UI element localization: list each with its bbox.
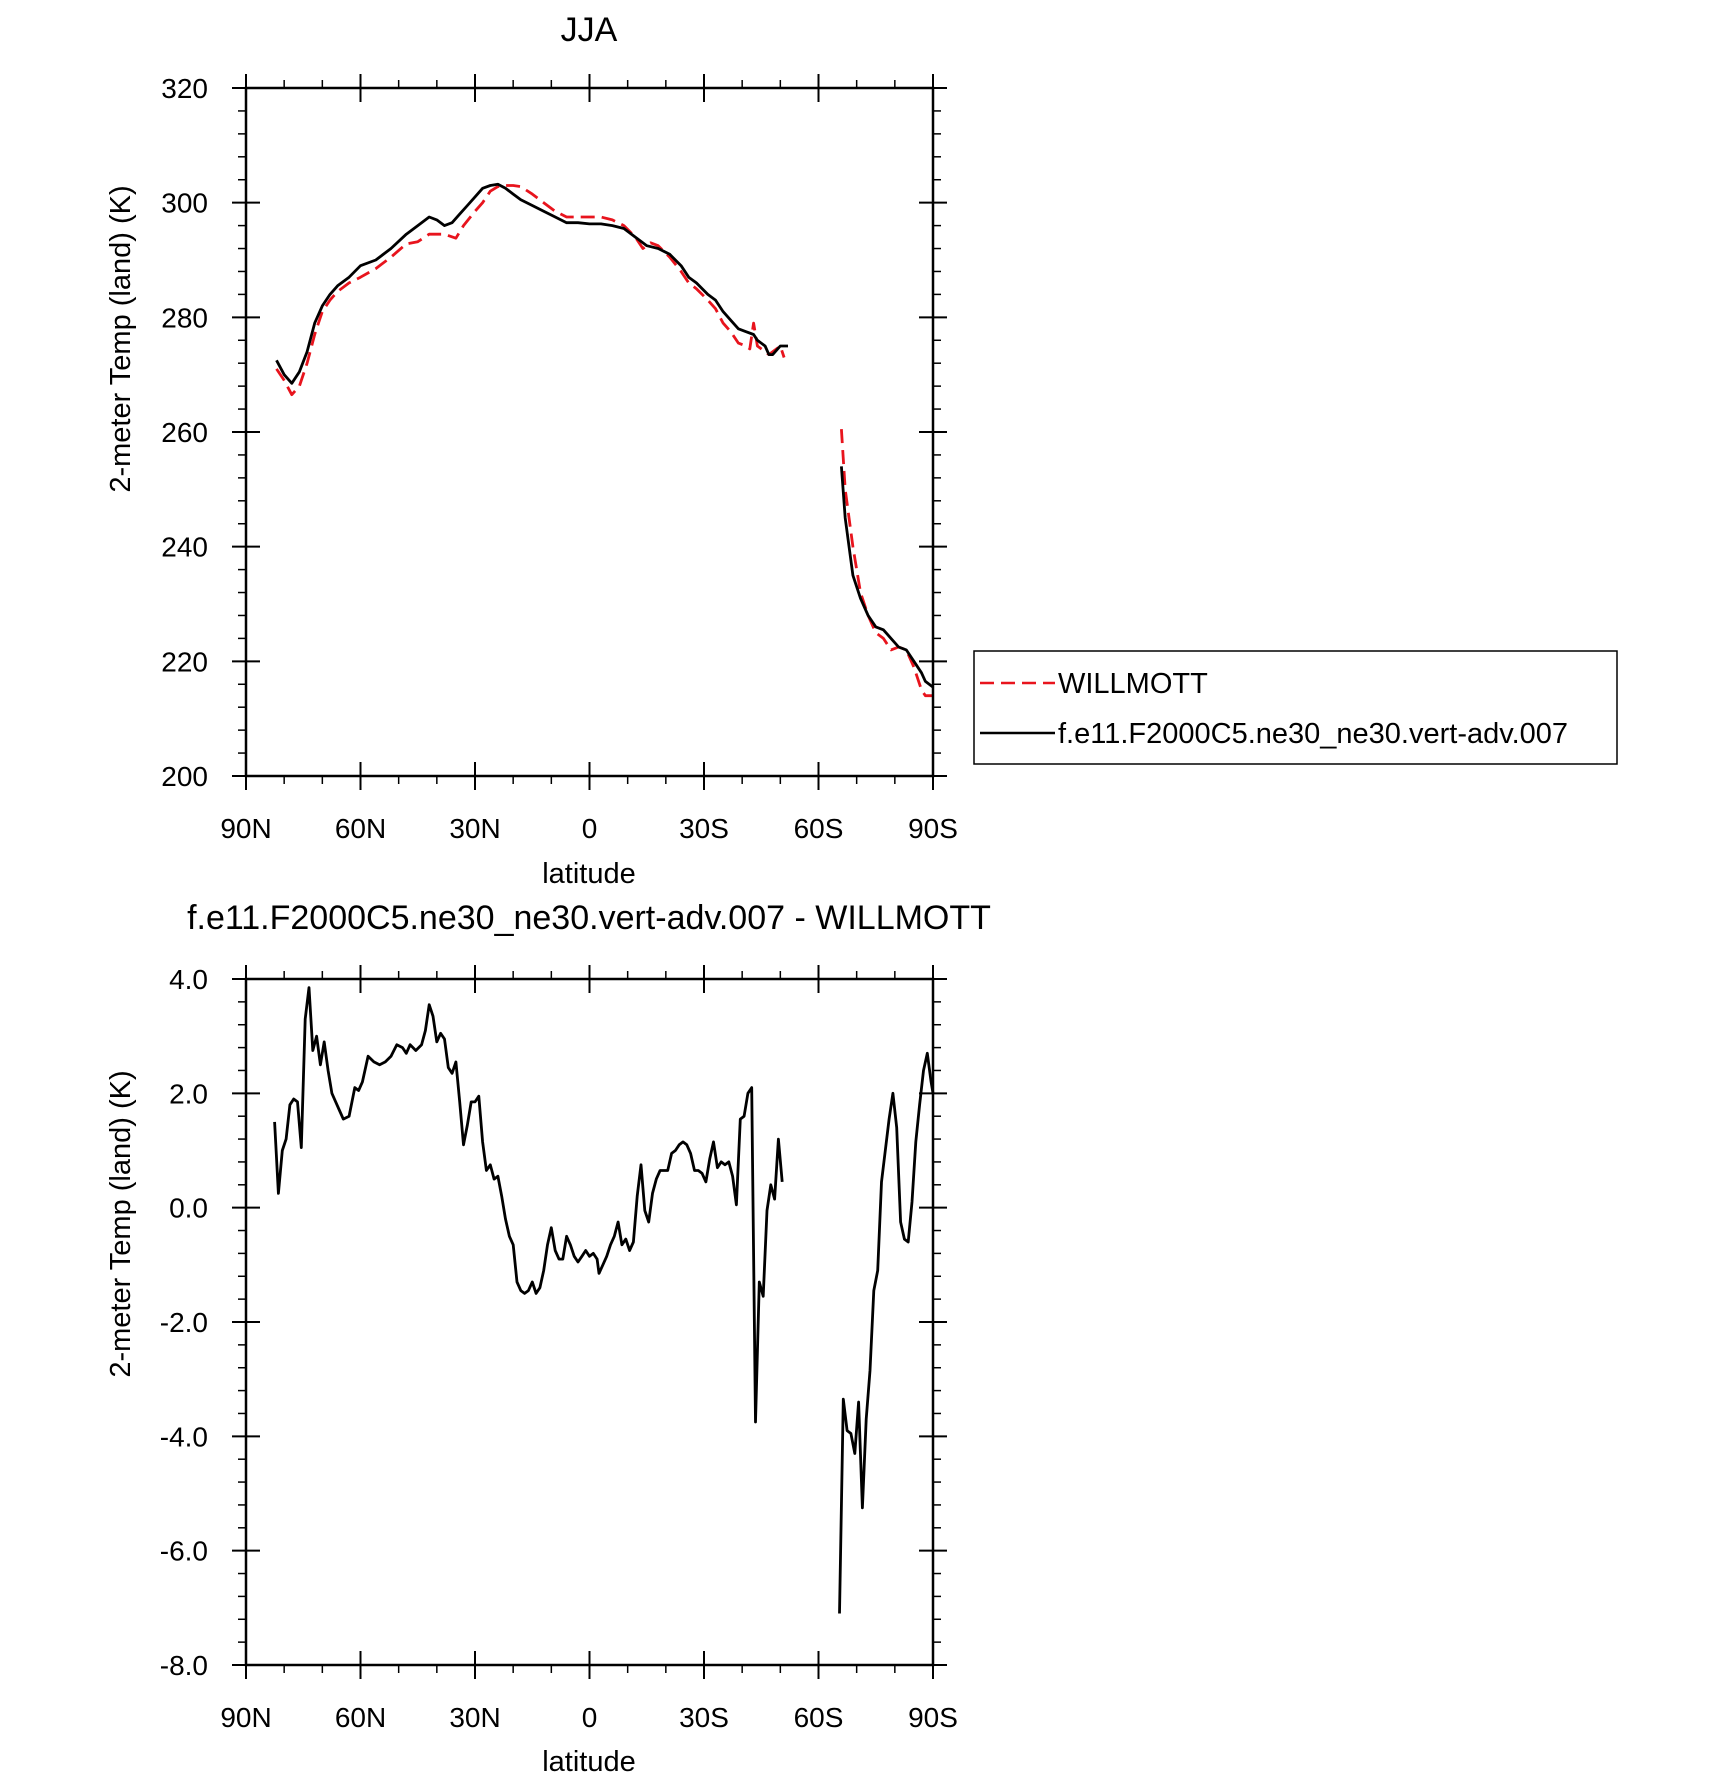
x-tick-label: 60S (794, 1702, 844, 1733)
legend: WILLMOTT f.e11.F2000C5.ne30_ne30.vert-ad… (973, 650, 1618, 765)
chart-title: JJA (561, 11, 618, 49)
y-tick-label: 4.0 (169, 964, 208, 995)
temperature-panel: JJA 2-meter Temp (land) (K) latitude 200… (105, 11, 958, 890)
y-tick-label: 0.0 (169, 1193, 208, 1224)
x-tick-label: 60S (794, 813, 844, 844)
x-tick-label: 90S (908, 813, 958, 844)
y-tick-label: 260 (161, 417, 208, 448)
series-line (838, 1051, 935, 1614)
y-tick-label: 320 (161, 73, 208, 104)
x-tick-label: 90N (220, 1702, 271, 1733)
x-tick-label: 90S (908, 1702, 958, 1733)
x-tick-label: 60N (335, 1702, 386, 1733)
y-ticks: -8.0 -6.0 -4.0 -2.0 0.0 2.0 4.0 (160, 964, 947, 1681)
plot-frame (244, 86, 935, 778)
x-tick-label: 30N (449, 813, 500, 844)
y-tick-label: -6.0 (160, 1536, 208, 1567)
x-tick-label: 0 (582, 813, 598, 844)
x-tick-label: 90N (220, 813, 271, 844)
x-axis-label: latitude (542, 1746, 636, 1775)
x-tick-label: 30S (679, 1702, 729, 1733)
plot-lines (273, 986, 935, 1614)
legend-box (973, 650, 1618, 765)
y-tick-label: -8.0 (160, 1650, 208, 1681)
series-line (840, 429, 933, 698)
y-tick-label: -2.0 (160, 1307, 208, 1338)
series-line (273, 986, 784, 1424)
y-tick-label: 300 (161, 188, 208, 219)
x-tick-label: 60N (335, 813, 386, 844)
y-tick-label: 200 (161, 761, 208, 792)
x-ticks: 90N 60N 30N 0 30S 60S 90S (220, 74, 958, 844)
x-tick-label: 30S (679, 813, 729, 844)
series-line (840, 466, 934, 689)
y-tick-label: 2.0 (169, 1078, 208, 1109)
legend-label-model: f.e11.F2000C5.ne30_ne30.vert-adv.007 (1058, 718, 1568, 750)
series-line (275, 184, 786, 397)
y-axis-label: 2-meter Temp (land) (K) (105, 1070, 137, 1377)
difference-panel: f.e11.F2000C5.ne30_ne30.vert-adv.007 - W… (105, 899, 991, 1775)
chart-title: f.e11.F2000C5.ne30_ne30.vert-adv.007 - W… (187, 899, 991, 937)
y-axis-label: 2-meter Temp (land) (K) (105, 185, 137, 492)
x-tick-label: 30N (449, 1702, 500, 1733)
series-line (275, 182, 788, 385)
y-tick-label: -4.0 (160, 1421, 208, 1452)
x-axis-label: latitude (542, 858, 636, 890)
y-tick-label: 240 (161, 532, 208, 563)
y-ticks: 200 220 240 260 280 300 320 (161, 73, 947, 792)
y-tick-label: 220 (161, 646, 208, 677)
y-tick-label: 280 (161, 302, 208, 333)
x-tick-label: 0 (582, 1702, 598, 1733)
legend-label-willmott: WILLMOTT (1058, 668, 1208, 700)
plot-frame (244, 977, 935, 1667)
plot-lines (275, 182, 934, 698)
